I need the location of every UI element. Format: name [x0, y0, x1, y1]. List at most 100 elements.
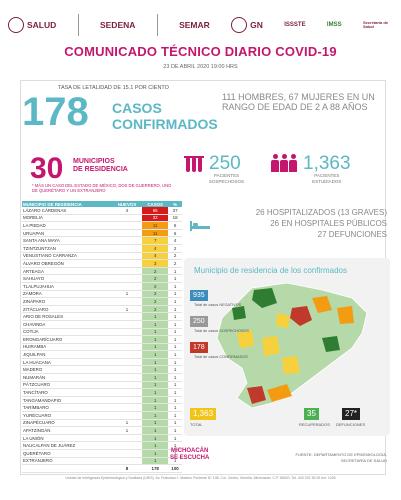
cell-nuevos [111, 373, 143, 382]
public-hospitals-text: 26 EN HOSPITALES PÚBLICOS [270, 218, 387, 228]
table-row: SAHUAYO 2 1 [22, 274, 182, 283]
municipios-count: 30 [30, 152, 64, 185]
report-date: 23 DE ABRIL 2020 19:00 HRS [163, 64, 238, 70]
escucha-line2: SE ESCUCHA [170, 454, 210, 461]
legend-suspect: 250 [190, 316, 208, 327]
footer-address: Unidad de Inteligencia Epidemiológica y … [65, 476, 336, 480]
cell-municipio: PÁTZCUARO [22, 381, 112, 390]
cell-percent: 1 [168, 411, 182, 420]
person-icon [280, 154, 288, 172]
cell-casos: 2 [142, 267, 169, 276]
cell-percent: 1 [168, 343, 182, 352]
total-percent: 100 [168, 464, 182, 473]
cell-percent: 1 [168, 267, 182, 276]
table-row: ZAMORA 1 2 1 [22, 290, 182, 299]
cell-percent: 37 [168, 207, 182, 215]
cell-percent: 1 [168, 305, 182, 314]
cell-casos: 1 [142, 388, 169, 397]
cell-nuevos [111, 403, 143, 413]
cell-casos: 1 [142, 381, 169, 390]
studied-label-line1: PACIENTES [314, 173, 340, 178]
cell-percent: 2 [168, 259, 182, 268]
suspects-stat: 250 PACIENTES SOSPECHOSOS [184, 154, 244, 185]
cell-casos: 1 [142, 335, 169, 344]
cell-casos: 2 [142, 297, 169, 306]
cell-municipio: ERONGARÍCUARO [22, 335, 112, 344]
suspect-value: 250 [190, 316, 208, 327]
gn-seal-icon [231, 17, 248, 33]
cell-nuevos [111, 434, 143, 443]
cell-municipio: LA HUACANA [22, 358, 112, 367]
table-row: LÁZARO CÁRDENAS 4 65 37 [22, 207, 182, 215]
map-title: Municipio de residencia de los confirmad… [194, 266, 347, 275]
secretaria-logo-text: Secretaría de Salud [362, 19, 389, 29]
additional-cases-note: * MÁS UN CASO DEL ESTADO DE MÉXICO, DOS … [32, 183, 172, 194]
table-row: URUAPAN 11 6 [22, 229, 182, 238]
cell-percent: 2 [168, 244, 182, 253]
confirmed-map-label: Total de casos CONFIRMADOS [194, 355, 248, 359]
table-row: JIQUILPAN 1 1 [22, 350, 182, 359]
cell-casos: 4 [142, 244, 169, 253]
cell-municipio: ZINÁPARO [22, 297, 112, 306]
cell-municipio: ZINAPÉCUARO [22, 419, 112, 428]
table-row: VENUSTIANO CARRANZA 4 2 [22, 252, 182, 261]
suspects-label-line2: SOSPECHOSOS [209, 178, 245, 184]
sedena-logo-text: SEDENA [99, 20, 136, 30]
studied-label-line2: ESTUDIADOS [312, 178, 342, 184]
recovered-box: 35 [304, 408, 319, 420]
hospitalized-text: 26 HOSPITALIZADOS (13 GRAVES) [255, 208, 387, 217]
cell-municipio: EXTRANJERO [22, 457, 112, 466]
lethality-rate: TASA DE LETALIDAD DE 15.1 POR CIENTO [58, 85, 169, 91]
deaths-label: DEFUNCIONES [336, 422, 366, 427]
cell-casos: 11 [142, 221, 169, 230]
recovered-label: RECUPERADOS [299, 422, 330, 427]
cell-municipio: NUMARÁN [22, 373, 112, 382]
hospital-info: 26 HOSPITALIZADOS (13 GRAVES) 26 EN HOSP… [256, 208, 387, 240]
cell-casos: 2 [142, 274, 169, 283]
cell-percent: 1 [168, 335, 182, 344]
cell-percent: 1 [168, 419, 182, 428]
table-row: ÁLVARO OBREGÓN 3 2 [22, 259, 182, 268]
cell-percent: 1 [168, 350, 182, 359]
table-row: LA HUACANA 1 1 [22, 358, 182, 367]
gn-logo-text: GN [250, 20, 263, 30]
total-value: 1,363 [190, 408, 217, 420]
cell-percent: 1 [168, 365, 182, 375]
cell-nuevos [111, 229, 143, 238]
suspects-number: 250 [209, 153, 241, 174]
person-icon [271, 154, 279, 172]
cell-municipio: COTIJA [22, 328, 112, 337]
negative-label: Total de casos NEGATIVOS [194, 303, 242, 307]
cell-casos: 1 [142, 434, 169, 443]
michoacan-escucha-logo: MICHOACÁN SE ESCUCHA [170, 448, 209, 461]
cell-nuevos: 4 [111, 207, 143, 215]
table-row: TANCÍTARO 1 1 [22, 388, 182, 397]
cell-municipio: LÁZARO CÁRDENAS [22, 207, 112, 215]
cell-municipio: ARIO DE ROSALES [22, 312, 112, 321]
cell-percent: 1 [168, 434, 182, 443]
table-row: LA UNIÓN 1 1 [22, 434, 182, 443]
cell-percent: 1 [168, 403, 182, 413]
people-icon [271, 154, 298, 172]
cell-casos: 1 [142, 312, 169, 321]
table-row: HUIRAMBA 1 1 [22, 343, 182, 352]
cell-casos: 1 [142, 320, 169, 329]
sedena-logo: SEDENA [100, 20, 135, 30]
deaths-value: 27* [342, 408, 361, 420]
region [237, 330, 254, 348]
cell-casos: 1 [142, 328, 169, 337]
cell-nuevos: 1 [111, 305, 143, 314]
header-nuevos: NUEVOS [111, 201, 143, 207]
cell-nuevos [111, 328, 143, 337]
cell-percent: 2 [168, 252, 182, 261]
cell-casos: 32 [142, 214, 169, 223]
cell-casos: 1 [142, 396, 169, 405]
region [282, 356, 300, 374]
person-icon [289, 154, 297, 172]
cell-municipio: TLALPUJAHUA [22, 282, 112, 291]
cell-percent: 18 [168, 214, 182, 223]
table-row: NAUCALPAN DE JUÁREZ 1 1 [22, 441, 182, 450]
cell-municipio: LA PIEDAD [22, 221, 112, 230]
header-municipio: MUNICIPIO DE RESIDENCIA [22, 201, 112, 207]
total-box: 1,363 [190, 408, 217, 420]
